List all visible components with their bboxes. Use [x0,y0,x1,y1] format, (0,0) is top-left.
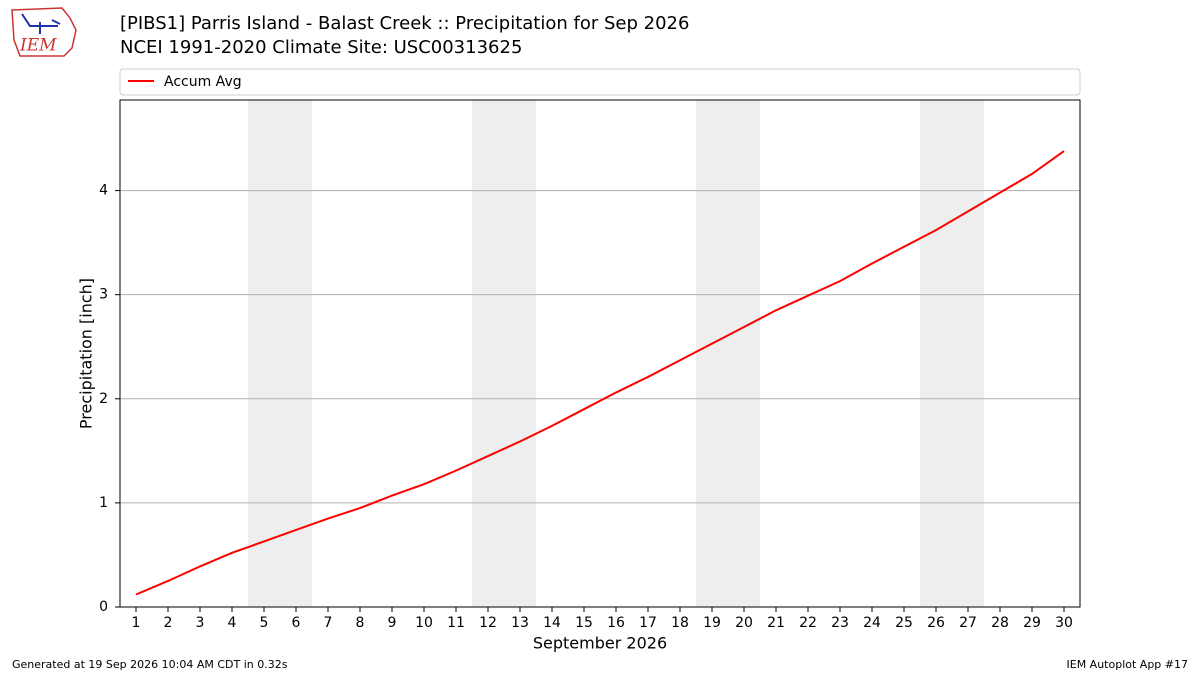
x-tick-label: 16 [607,615,625,631]
x-tick-label: 21 [767,615,785,631]
x-tick-label: 7 [324,615,333,631]
x-axis-label: September 2026 [533,634,667,653]
x-tick-label: 30 [1055,615,1073,631]
y-tick-label: 1 [99,495,108,511]
x-tick-label: 24 [863,615,881,631]
x-tick-label: 19 [703,615,721,631]
x-tick-label: 4 [228,615,237,631]
x-tick-label: 20 [735,615,753,631]
plot-frame [119,99,1081,608]
x-tick-label: 6 [292,615,301,631]
x-tick-label: 18 [671,615,689,631]
legend-box [119,68,1081,96]
x-tick-label: 1 [132,615,141,631]
x-tick-label: 28 [991,615,1009,631]
x-tick-label: 14 [543,615,561,631]
logo-icon [21,13,61,34]
x-tick-label: 29 [1023,615,1041,631]
x-tick-label: 25 [895,615,913,631]
x-tick-label: 3 [196,615,205,631]
weekend-shade [472,100,536,607]
x-tick-label: 17 [639,615,657,631]
x-tick-label: 23 [831,615,849,631]
weekend-shade [696,100,760,607]
footer-left: Generated at 19 Sep 2026 10:04 AM CDT in… [12,658,288,671]
x-tick-label: 5 [260,615,269,631]
chart-title: [PIBS1] Parris Island - Balast Creek :: … [120,13,689,34]
y-axis-label: Precipitation [inch] [77,278,96,429]
x-tick-label: 13 [511,615,529,631]
y-tick-label: 4 [99,183,108,199]
y-tick-label: 0 [99,599,108,615]
logo-outline [11,7,77,57]
logo: IEM [11,7,77,57]
x-tick-label: 26 [927,615,945,631]
x-tick-label: 27 [959,615,977,631]
x-tick-label: 22 [799,615,817,631]
footer-right: IEM Autoplot App #17 [1067,658,1189,671]
x-tick-label: 2 [164,615,173,631]
x-tick-label: 12 [479,615,497,631]
x-tick-label: 9 [388,615,397,631]
y-tick-label: 3 [99,287,108,303]
weekend-shade [920,100,984,607]
x-tick-label: 8 [356,615,365,631]
x-tick-label: 11 [447,615,465,631]
legend-label: Accum Avg [164,74,242,90]
logo-text: IEM [19,36,57,56]
y-tick-label: 2 [99,391,108,407]
x-tick-label: 10 [415,615,433,631]
chart-subtitle: NCEI 1991-2020 Climate Site: USC00313625 [120,37,522,58]
x-tick-label: 15 [575,615,593,631]
data-line [135,150,1065,596]
weekend-shade [248,100,312,607]
